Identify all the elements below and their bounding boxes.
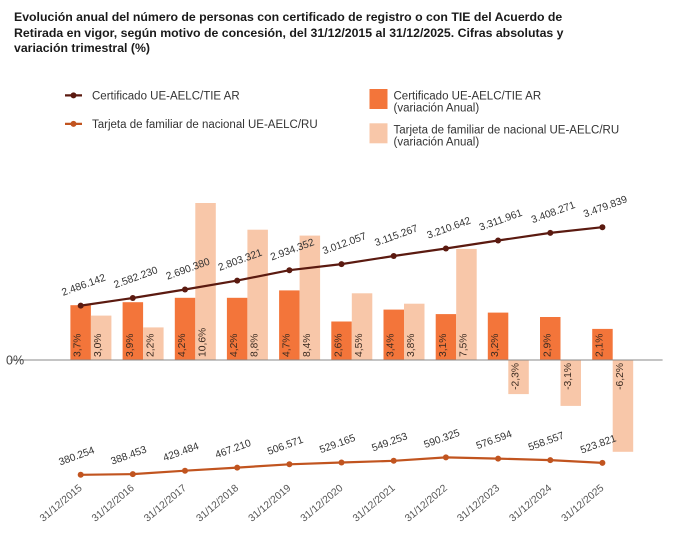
svg-text:0%: 0% xyxy=(6,354,24,368)
svg-text:2,2%: 2,2% xyxy=(145,334,156,357)
svg-text:2.582.230: 2.582.230 xyxy=(113,265,160,291)
svg-text:3,8%: 3,8% xyxy=(406,334,417,357)
svg-text:31/12/2022: 31/12/2022 xyxy=(403,483,450,525)
svg-text:4,2%: 4,2% xyxy=(229,334,240,357)
svg-text:3,2%: 3,2% xyxy=(490,334,501,357)
svg-text:8,4%: 8,4% xyxy=(302,334,313,357)
svg-text:3.311.961: 3.311.961 xyxy=(478,208,524,234)
svg-text:(variación Anual): (variación Anual) xyxy=(394,137,480,149)
svg-text:590.325: 590.325 xyxy=(423,428,462,451)
svg-text:4,2%: 4,2% xyxy=(177,334,188,357)
svg-text:-3,1%: -3,1% xyxy=(563,363,574,390)
svg-text:506.571: 506.571 xyxy=(266,435,305,458)
svg-text:Tarjeta de familiar de naciona: Tarjeta de familiar de nacional UE-AELC/… xyxy=(92,119,318,131)
svg-text:31/12/2019: 31/12/2019 xyxy=(247,483,294,525)
svg-text:549.253: 549.253 xyxy=(370,431,409,454)
svg-text:3,1%: 3,1% xyxy=(438,334,449,357)
svg-text:467.210: 467.210 xyxy=(214,438,253,461)
svg-text:2,6%: 2,6% xyxy=(334,334,345,357)
svg-text:2,9%: 2,9% xyxy=(542,334,553,357)
svg-text:3.012.057: 3.012.057 xyxy=(321,231,368,257)
svg-text:31/12/2025: 31/12/2025 xyxy=(560,483,607,525)
svg-text:31/12/2023: 31/12/2023 xyxy=(455,483,502,525)
svg-text:Certificado UE-AELC/TIE AR: Certificado UE-AELC/TIE AR xyxy=(92,90,240,102)
svg-text:31/12/2015: 31/12/2015 xyxy=(38,483,85,525)
svg-text:Certificado UE-AELC/TIE AR: Certificado UE-AELC/TIE AR xyxy=(394,90,542,102)
svg-text:4,5%: 4,5% xyxy=(354,334,365,357)
svg-text:31/12/2024: 31/12/2024 xyxy=(508,483,555,525)
svg-text:4,7%: 4,7% xyxy=(281,334,292,357)
svg-text:529.165: 529.165 xyxy=(318,433,357,456)
svg-text:576.594: 576.594 xyxy=(475,429,514,452)
svg-text:-2,3%: -2,3% xyxy=(511,363,522,390)
svg-text:8,8%: 8,8% xyxy=(250,334,261,357)
svg-text:3.210.642: 3.210.642 xyxy=(426,216,473,242)
svg-text:3,7%: 3,7% xyxy=(73,334,84,357)
svg-text:3.408.271: 3.408.271 xyxy=(530,200,577,226)
svg-text:31/12/2018: 31/12/2018 xyxy=(195,483,242,525)
svg-text:31/12/2021: 31/12/2021 xyxy=(351,483,398,525)
svg-text:Tarjeta de familiar de naciona: Tarjeta de familiar de nacional UE-AELC/… xyxy=(394,125,620,137)
svg-text:(variación Anual): (variación Anual) xyxy=(394,103,480,115)
svg-text:2,1%: 2,1% xyxy=(594,334,605,357)
svg-text:10,6%: 10,6% xyxy=(198,328,209,357)
svg-text:3,4%: 3,4% xyxy=(386,334,397,357)
svg-text:31/12/2016: 31/12/2016 xyxy=(90,483,137,525)
svg-text:3.479.839: 3.479.839 xyxy=(582,194,629,220)
svg-text:31/12/2017: 31/12/2017 xyxy=(142,483,189,525)
svg-text:558.557: 558.557 xyxy=(527,430,566,453)
svg-text:7,5%: 7,5% xyxy=(458,334,469,357)
svg-text:3,0%: 3,0% xyxy=(93,334,104,357)
svg-text:31/12/2020: 31/12/2020 xyxy=(299,483,346,525)
svg-text:523.821: 523.821 xyxy=(579,433,618,456)
svg-text:429.484: 429.484 xyxy=(162,441,201,464)
svg-text:3,9%: 3,9% xyxy=(125,334,136,357)
svg-text:2.486.142: 2.486.142 xyxy=(60,273,107,299)
svg-text:388.453: 388.453 xyxy=(110,444,149,467)
svg-text:3.115.267: 3.115.267 xyxy=(373,223,419,249)
svg-text:-6,2%: -6,2% xyxy=(615,363,626,390)
svg-text:380.254: 380.254 xyxy=(57,445,96,468)
